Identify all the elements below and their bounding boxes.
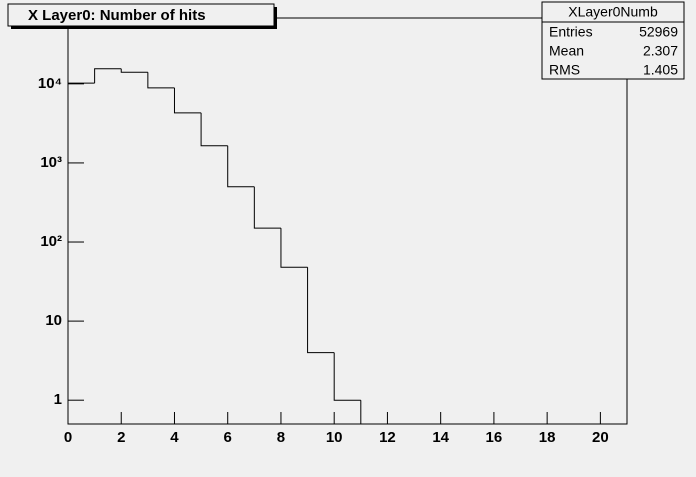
- x-tick-label: 0: [64, 429, 72, 446]
- x-tick-label: 8: [277, 429, 285, 446]
- histogram-bin: [94, 68, 122, 84]
- histogram-bin: [147, 72, 175, 89]
- stats-frame: [541, 1, 685, 80]
- x-tick-label: 6: [224, 429, 232, 446]
- stats-label: Entries: [549, 24, 593, 40]
- x-tick-label: 12: [379, 429, 396, 446]
- y-tick-label: 10²: [40, 233, 62, 250]
- stats-value: 2.307: [643, 43, 678, 59]
- x-tick-label: 18: [539, 429, 556, 446]
- x-tick-label: 2: [117, 429, 125, 446]
- x-tick-label: 16: [486, 429, 503, 446]
- histogram-bin: [307, 267, 335, 354]
- x-tick-label: 10: [326, 429, 343, 446]
- title-box: [7, 3, 275, 27]
- histogram-bin: [253, 186, 281, 229]
- histogram-bin: [67, 82, 95, 424]
- stats-box: XLayer0Numb Entries 52969 Mean 2.307 RMS 1.40…: [541, 1, 685, 80]
- histogram-bin: [120, 68, 148, 73]
- x-tick-label: 14: [432, 429, 449, 446]
- histogram-bin: [200, 112, 228, 147]
- stats-value: 52969: [639, 24, 678, 40]
- y-tick-label: 10⁴: [38, 75, 62, 92]
- x-tick-label: 20: [592, 429, 609, 446]
- x-tick-label: 4: [170, 429, 179, 446]
- histogram-bin: [173, 87, 202, 114]
- y-tick-label: 1: [54, 391, 62, 408]
- histogram-bin: [280, 228, 308, 268]
- histogram-bin: [360, 400, 388, 425]
- stats-label: Mean: [549, 43, 584, 59]
- histogram-bin: [227, 145, 255, 188]
- chart-title: X Layer0: Number of hits: [28, 7, 206, 24]
- stats-title: XLayer0Numb: [568, 4, 658, 20]
- stats-label: RMS: [549, 62, 580, 78]
- y-tick-label: 10³: [40, 154, 62, 171]
- y-tick-label: 10: [45, 312, 62, 329]
- stats-value: 1.405: [643, 62, 678, 78]
- histogram-bin: [333, 352, 361, 401]
